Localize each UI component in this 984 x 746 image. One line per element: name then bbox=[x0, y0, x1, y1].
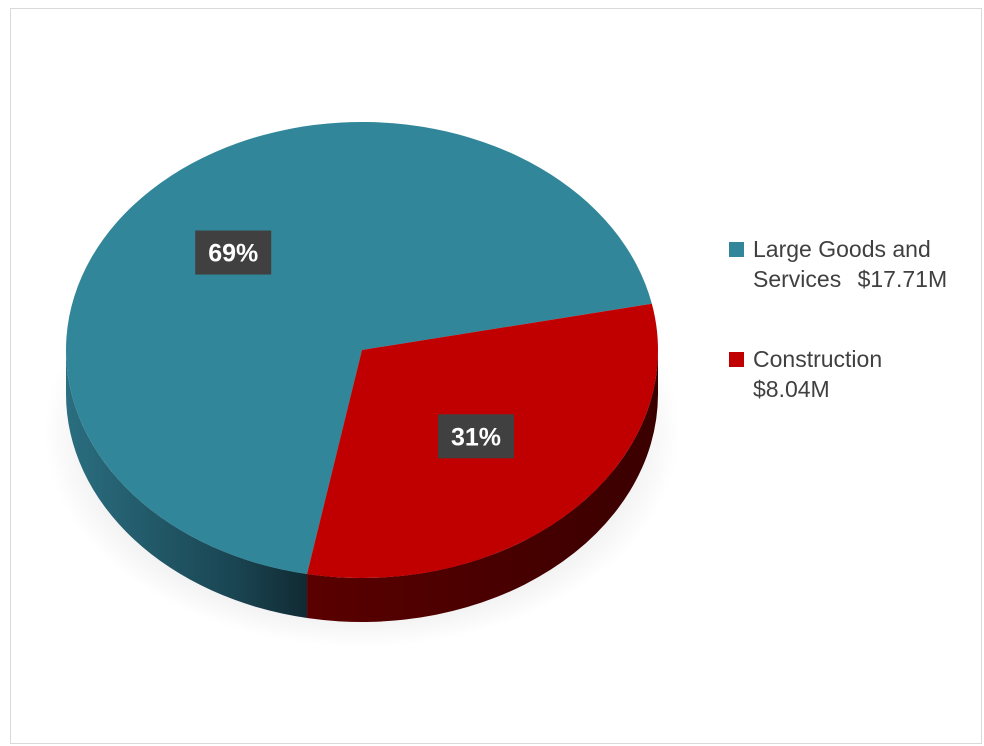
legend-label-construction: Construction bbox=[753, 346, 883, 372]
legend: Large Goods and Services $17.71M Constru… bbox=[725, 234, 980, 404]
data-label-text-construction: 31% bbox=[451, 423, 501, 451]
pie-side-large-goods bbox=[66, 350, 308, 619]
data-label-construction: 31% bbox=[438, 414, 515, 459]
data-label-text-large-goods: 69% bbox=[208, 240, 258, 268]
data-label-box-construction bbox=[438, 414, 515, 459]
data-label-box-large-goods bbox=[195, 230, 272, 275]
data-label-large-goods: 69% bbox=[195, 230, 272, 275]
pie-side-construction bbox=[307, 350, 659, 622]
legend-value-construction: $8.04M bbox=[753, 376, 830, 402]
legend-item-large-goods: Large Goods and Services $17.71M bbox=[725, 234, 980, 294]
legend-swatch-large-goods bbox=[729, 242, 744, 257]
legend-label-large-goods: Large Goods and Services bbox=[753, 236, 931, 292]
legend-value-large-goods: $17.71M bbox=[857, 266, 948, 292]
legend-item-construction: Construction $8.04M bbox=[725, 344, 980, 404]
legend-swatch-construction bbox=[729, 352, 744, 367]
